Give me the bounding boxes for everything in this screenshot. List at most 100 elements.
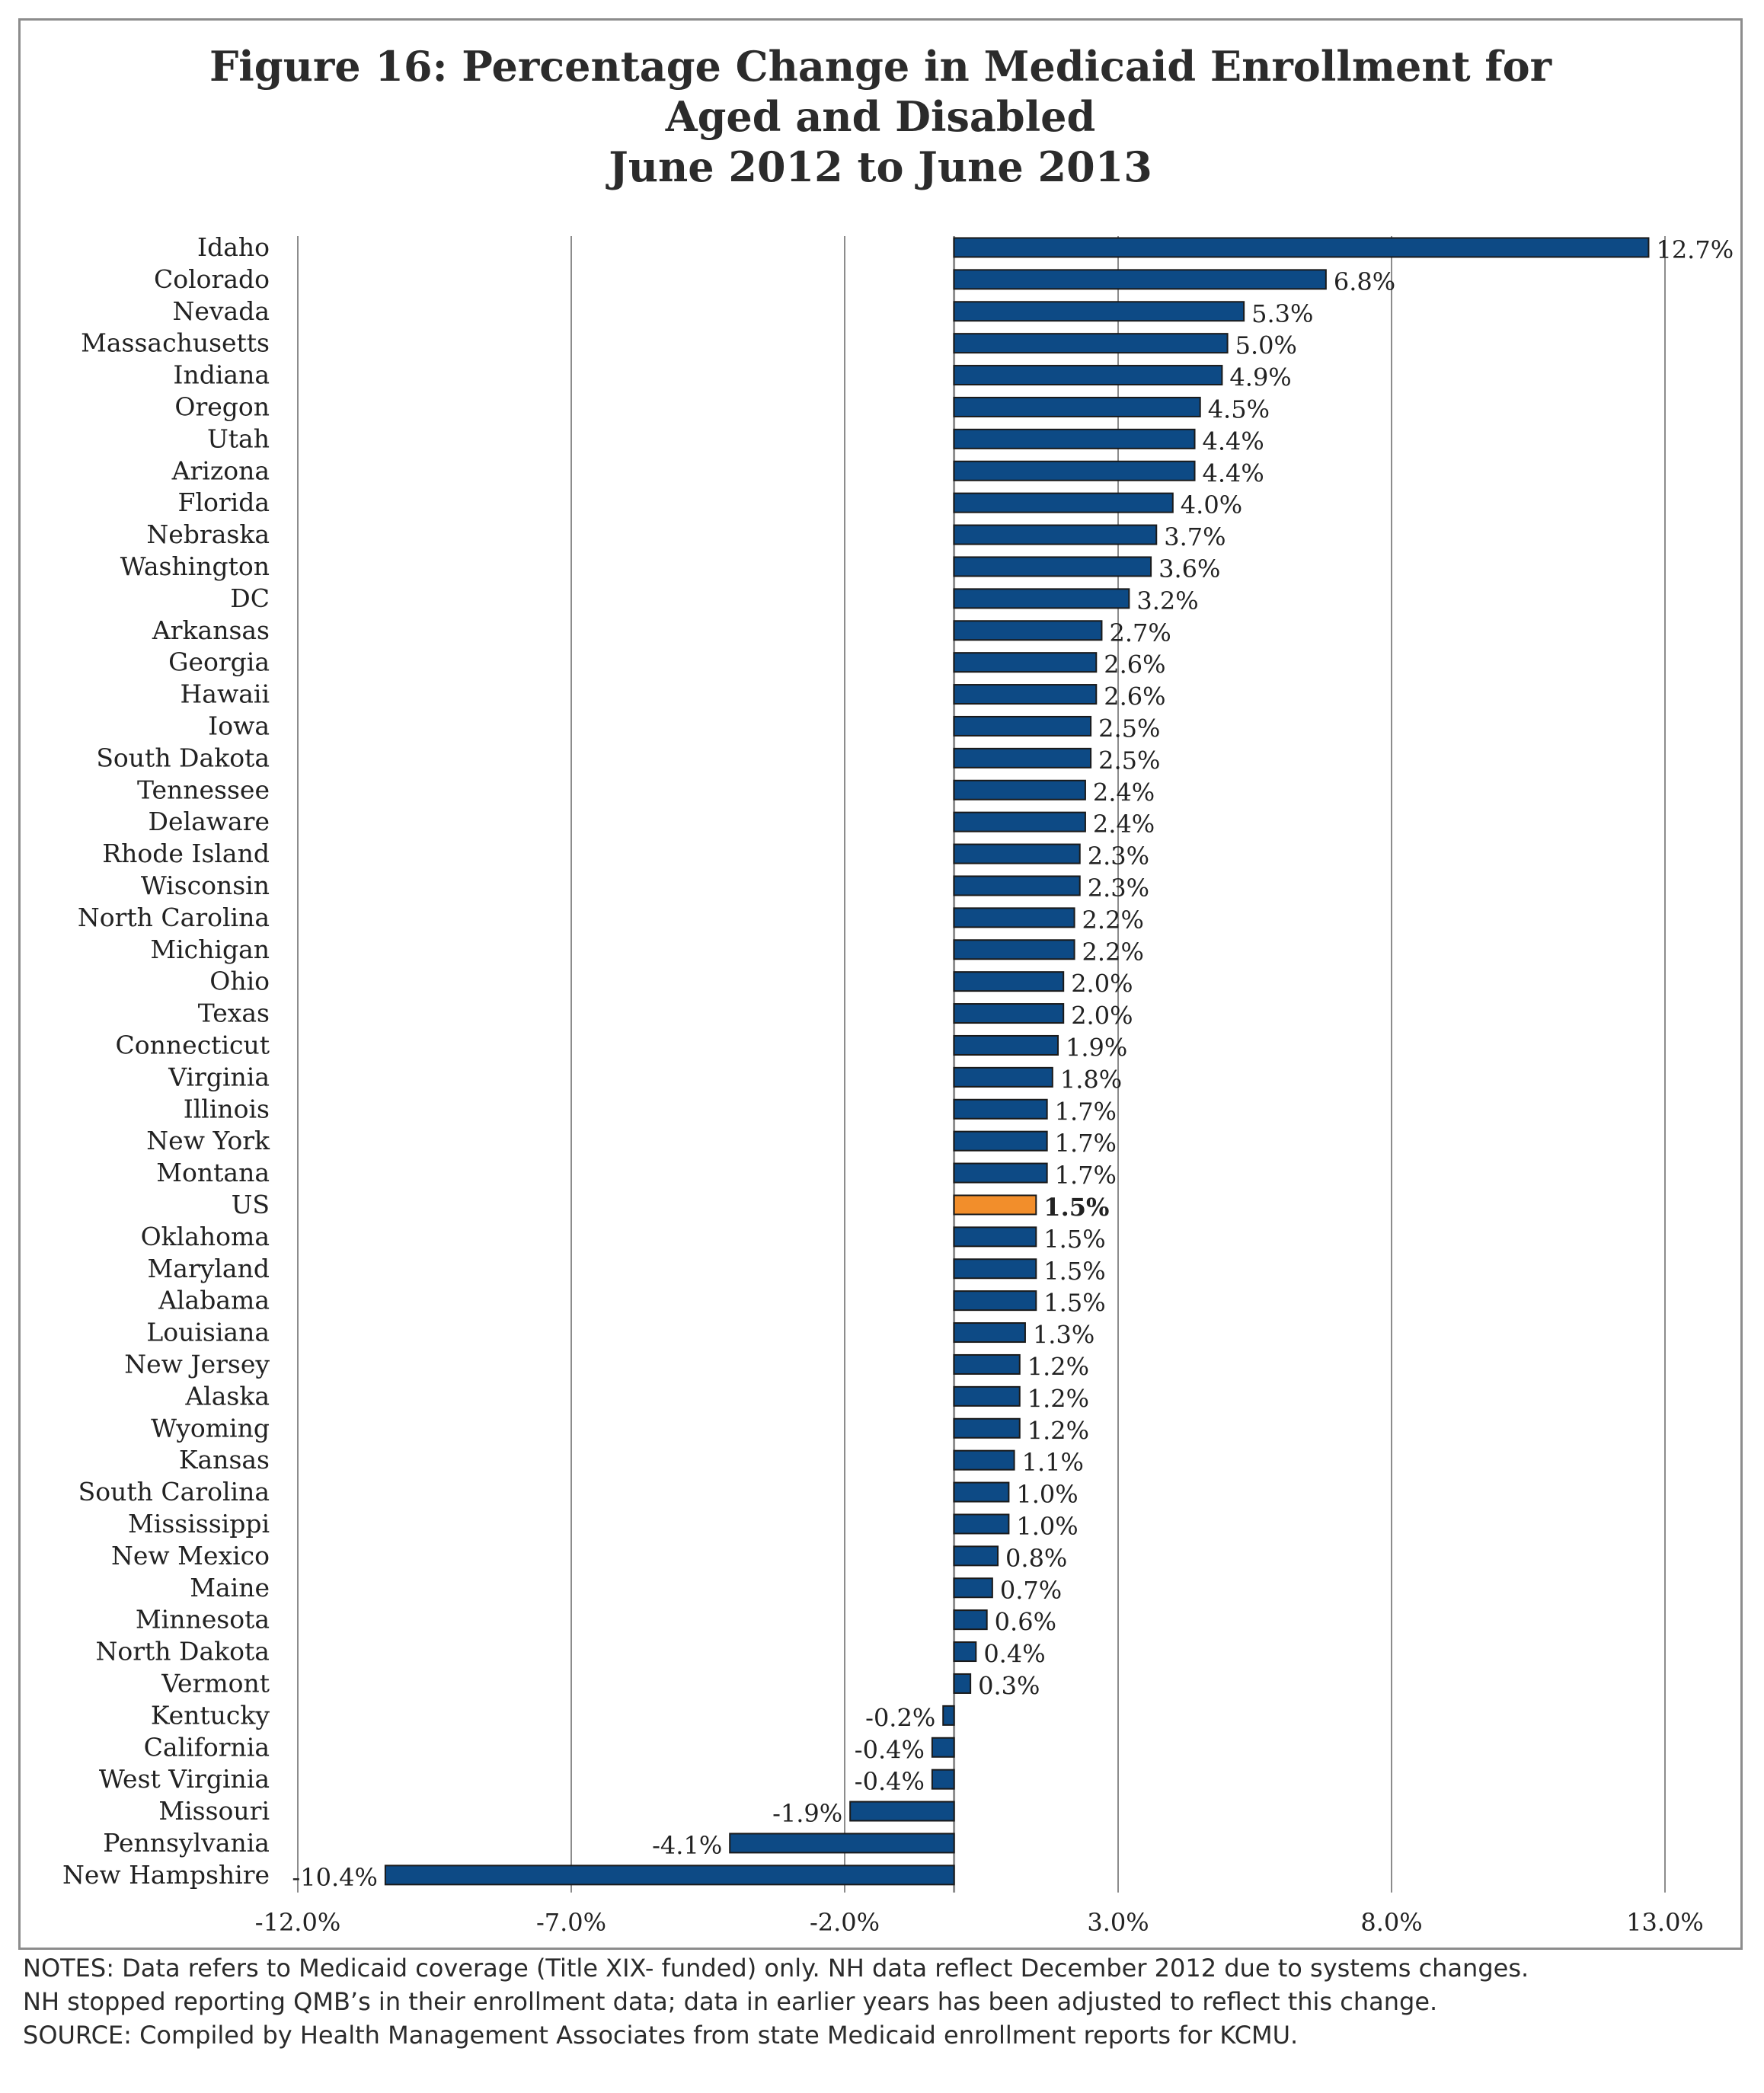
value-label: -4.1%: [652, 1831, 722, 1860]
bar-kentucky: [942, 1705, 955, 1726]
bar-indiana: [953, 365, 1223, 386]
value-labels: 12.7% 6.8% 5.3% 5.0% 4.9% 4.5% 4.4% 4.4% 4.0% 3.7…: [292, 235, 1734, 1892]
bar-dc: [953, 588, 1130, 609]
value-label: 1.2%: [1027, 1352, 1089, 1381]
value-label: 2.6%: [1104, 650, 1165, 679]
value-label: 1.0%: [1016, 1480, 1078, 1509]
bar-pennsylvania: [729, 1833, 955, 1854]
value-label: 12.7%: [1656, 235, 1734, 264]
category-label: Massachusetts: [81, 328, 270, 358]
value-label: 2.3%: [1088, 874, 1149, 903]
bar-west-virginia: [931, 1769, 955, 1790]
gridlines: [297, 236, 1666, 1893]
value-label: 4.0%: [1181, 490, 1242, 519]
value-label: 0.8%: [1005, 1544, 1067, 1573]
bar-alabama: [953, 1290, 1037, 1312]
value-label: 1.5%: [1043, 1257, 1105, 1286]
bar-utah: [953, 428, 1196, 449]
category-label: California: [144, 1732, 270, 1762]
category-label: Minnesota: [136, 1605, 270, 1634]
value-label: 1.5%: [1043, 1289, 1105, 1318]
bar-oklahoma: [953, 1226, 1037, 1248]
bar-new-hampshire: [384, 1865, 955, 1886]
value-label: 5.3%: [1251, 299, 1313, 328]
x-tick-label: -7.0%: [536, 1908, 606, 1937]
bar-iowa: [953, 715, 1092, 737]
category-label: Oregon: [174, 391, 270, 421]
bar-virginia: [953, 1066, 1053, 1088]
value-label: 1.5%: [1043, 1193, 1109, 1222]
value-label: 3.2%: [1136, 586, 1198, 615]
bar-nevada: [953, 301, 1245, 322]
category-label: Oklahoma: [141, 1222, 270, 1251]
bar-california: [931, 1737, 955, 1758]
value-label: 0.4%: [983, 1640, 1045, 1669]
category-label: Wyoming: [151, 1413, 270, 1443]
value-label: 2.5%: [1098, 714, 1160, 743]
category-label: Maine: [190, 1573, 270, 1603]
category-label: Washington: [120, 551, 270, 581]
category-label: New York: [146, 1126, 270, 1155]
value-label: 4.4%: [1203, 427, 1264, 455]
bar-kansas: [953, 1449, 1015, 1471]
bar-maryland: [953, 1258, 1037, 1280]
bar-maine: [953, 1577, 993, 1599]
bar-illinois: [953, 1098, 1048, 1120]
bar-north-carolina: [953, 907, 1075, 928]
value-label: 4.4%: [1203, 459, 1264, 487]
value-label: 1.9%: [1066, 1033, 1127, 1062]
value-label: -0.2%: [865, 1703, 935, 1732]
bar-idaho: [953, 237, 1650, 258]
value-label: 4.9%: [1229, 363, 1291, 392]
category-label: US: [232, 1190, 270, 1219]
chart-title: Figure 16: Percentage Change in Medicaid…: [18, 41, 1743, 192]
bar-wyoming: [953, 1417, 1021, 1439]
bar-hawaii: [953, 684, 1098, 705]
category-label: Louisiana: [146, 1318, 270, 1347]
bar-vermont: [953, 1673, 972, 1694]
title-line-1: Figure 16: Percentage Change in Medicaid…: [209, 42, 1552, 91]
category-label: Idaho: [197, 232, 270, 262]
value-label: 4.5%: [1208, 395, 1270, 423]
bar-mississippi: [953, 1513, 1010, 1535]
value-label: 1.3%: [1033, 1321, 1095, 1350]
category-label: Nevada: [172, 296, 270, 326]
bar-us: [953, 1194, 1037, 1216]
bar-north-dakota: [953, 1641, 977, 1663]
value-label: -1.9%: [772, 1799, 842, 1828]
bar-missouri: [849, 1801, 955, 1822]
category-labels: IdahoColoradoNevadaMassachusettsIndianaO…: [62, 232, 270, 1890]
category-label: Pennsylvania: [103, 1828, 270, 1858]
value-label: 1.2%: [1027, 1416, 1089, 1445]
value-label: 3.6%: [1158, 554, 1220, 583]
bar-south-carolina: [953, 1481, 1010, 1503]
value-label: 2.0%: [1071, 1002, 1133, 1031]
value-label: 1.2%: [1027, 1384, 1089, 1413]
bar-new-jersey: [953, 1353, 1021, 1375]
category-label: Vermont: [161, 1668, 270, 1698]
category-label: Utah: [207, 423, 270, 453]
category-label: Alaska: [184, 1381, 270, 1411]
x-tick-label: -2.0%: [810, 1908, 880, 1937]
value-label: 1.8%: [1060, 1065, 1122, 1094]
bar-minnesota: [953, 1609, 988, 1631]
category-label: Alabama: [158, 1286, 270, 1315]
category-label: Rhode Island: [102, 839, 270, 868]
value-label: 1.7%: [1055, 1097, 1117, 1126]
bar-south-dakota: [953, 747, 1092, 768]
category-label: Nebraska: [146, 519, 270, 549]
category-label: Missouri: [158, 1796, 270, 1826]
bar-georgia: [953, 652, 1098, 673]
category-label: North Dakota: [96, 1637, 270, 1666]
category-label: Florida: [178, 487, 270, 517]
value-label: 0.7%: [1000, 1576, 1062, 1605]
bar-new-mexico: [953, 1545, 999, 1567]
value-label: 2.3%: [1088, 842, 1149, 871]
category-label: Connecticut: [116, 1030, 270, 1059]
value-label: 1.7%: [1055, 1129, 1117, 1158]
chart-frame: [18, 18, 1743, 1950]
value-label: 0.3%: [978, 1671, 1040, 1700]
value-label: 2.0%: [1071, 970, 1133, 999]
category-label: South Carolina: [78, 1477, 270, 1507]
bar-arizona: [953, 460, 1196, 481]
